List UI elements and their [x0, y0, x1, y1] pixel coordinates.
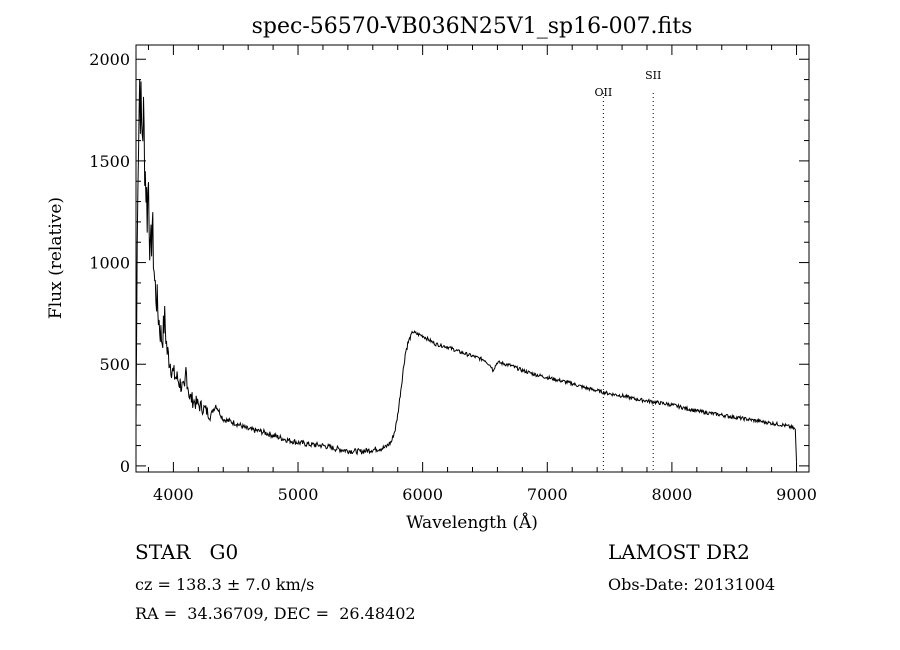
y-tick-label: 1000 [89, 254, 130, 273]
y-tick-label: 1500 [89, 152, 130, 171]
coordinates: RA = 34.36709, DEC = 26.48402 [135, 604, 416, 623]
x-tick-label: 8000 [652, 485, 693, 504]
annotation-label: SII [645, 69, 661, 82]
axis-ticks [136, 45, 809, 472]
survey-name: LAMOST DR2 [608, 540, 750, 564]
subclass: G0 [209, 540, 239, 564]
x-tick-label: 4000 [153, 485, 194, 504]
x-tick-label: 6000 [402, 485, 443, 504]
x-axis-label: Wavelength (Å) [406, 512, 538, 533]
x-tick-labels: 4000 5000 6000 7000 8000 9000 [153, 485, 817, 504]
object-type: STAR G0 [135, 540, 239, 564]
annotation-label: OII [595, 86, 613, 99]
spectrum-line [135, 78, 797, 462]
chart-title: spec-56570-VB036N25V1_sp16-007.fits [252, 14, 693, 39]
x-tick-label: 5000 [278, 485, 319, 504]
y-tick-label: 2000 [89, 50, 130, 69]
y-tick-label: 0 [120, 457, 130, 476]
observation-date: Obs-Date: 20131004 [608, 575, 776, 594]
y-axis-label: Flux (relative) [46, 197, 66, 319]
x-tick-label: 9000 [776, 485, 817, 504]
y-tick-labels: 0 500 1000 1500 2000 [89, 50, 130, 476]
redshift-velocity: cz = 138.3 ± 7.0 km/s [135, 575, 315, 594]
x-tick-label: 7000 [527, 485, 568, 504]
line-annotations: OII SII [595, 69, 661, 472]
y-tick-label: 500 [99, 355, 130, 374]
plot-frame [135, 44, 810, 473]
